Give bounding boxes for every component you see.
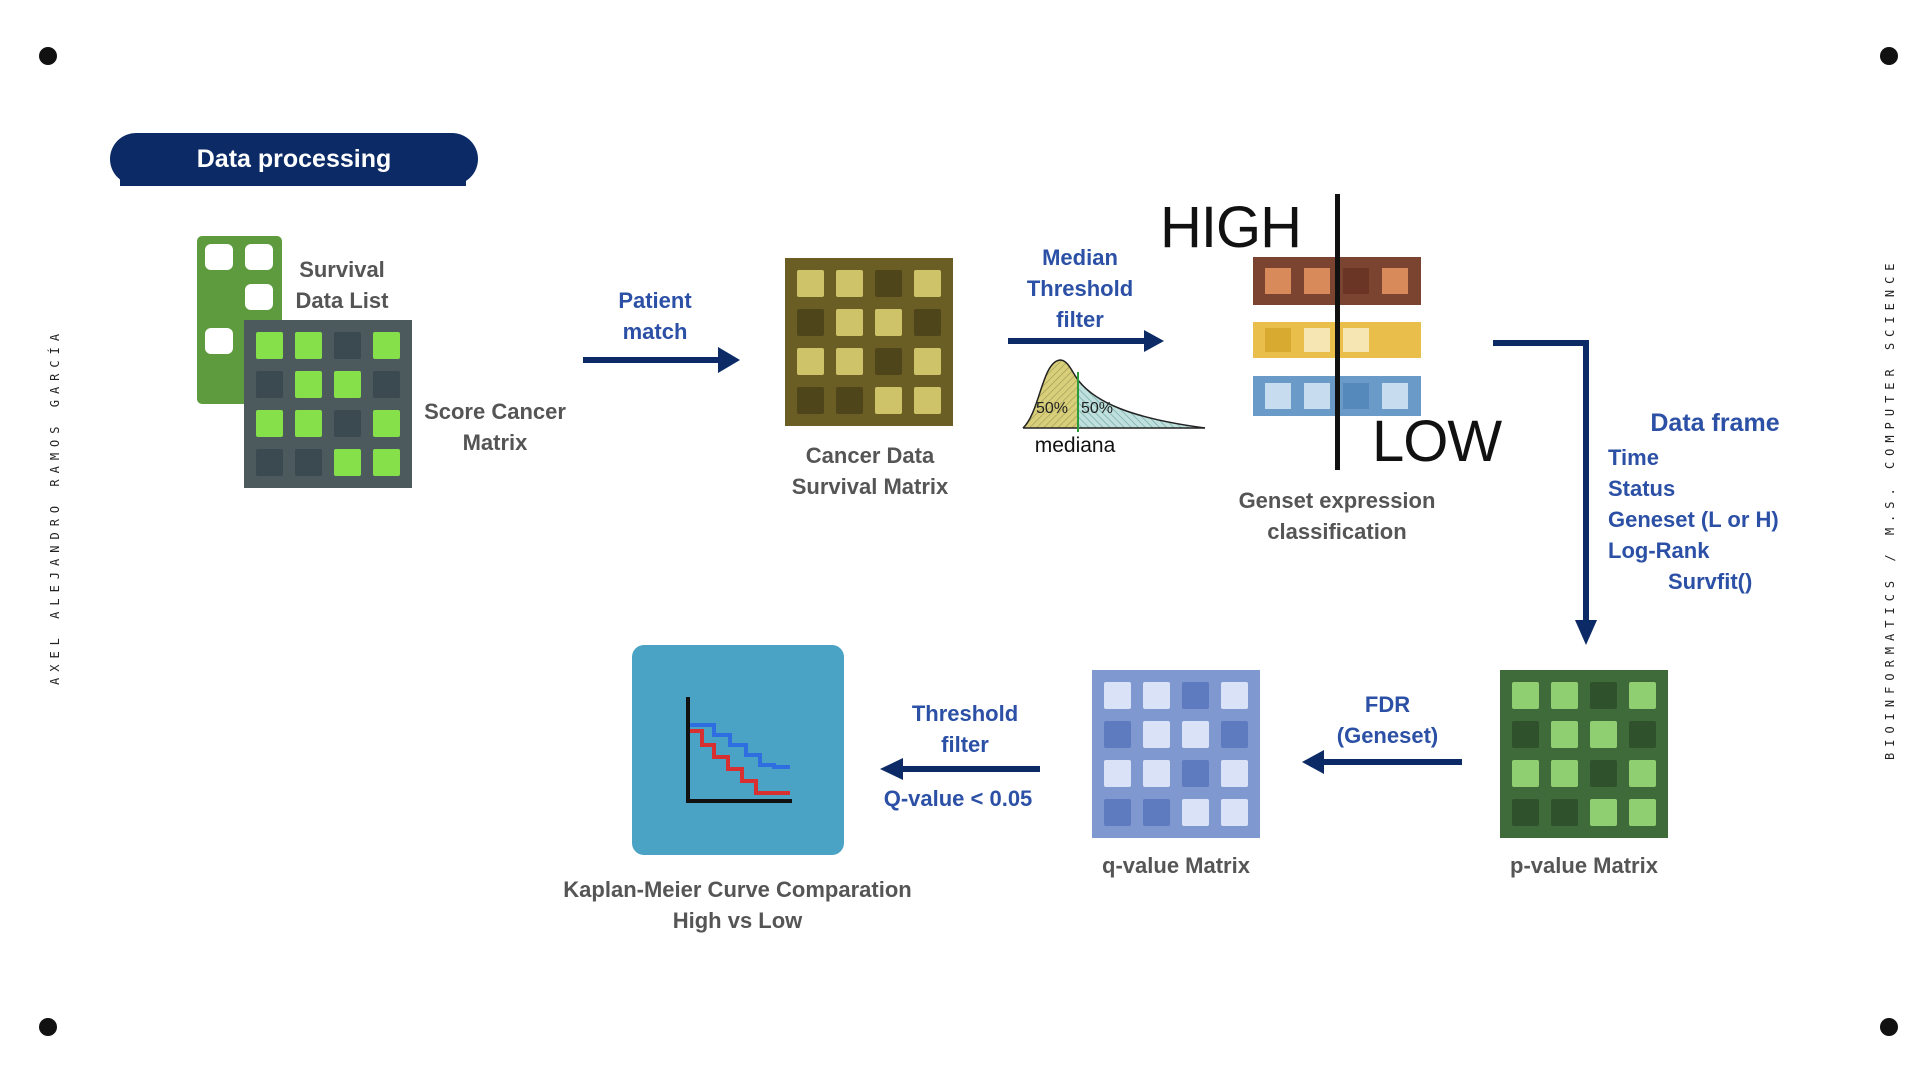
corner-dot-top-left [39,47,57,65]
threshold-label: Threshold filter [911,701,1019,757]
list-slot [245,284,273,310]
high-low-divider [1335,194,1340,470]
qvalue-threshold-note: Q-value < 0.05 [883,786,1033,811]
list-slot [205,328,233,354]
score-cancer-label: Score Cancer Matrix [424,399,566,455]
km-curve-icon [686,697,792,803]
arrow-patient-match [583,347,740,373]
median-threshold-label: Median Threshold filter [1026,245,1134,332]
pct-left: 50% [1036,400,1069,417]
corner-dot-bottom-left [39,1018,57,1036]
header-title: Data processing [196,144,392,173]
pct-right: 50% [1081,400,1114,417]
fdr-label: FDR (Geneset) [1336,692,1439,748]
score-cancer-matrix [244,320,412,488]
patient-match-label: Patient match [618,288,692,344]
corner-dot-top-right [1880,47,1898,65]
data-frame-items: Time Status Geneset (L or H) Log-Rank [1608,445,1779,563]
data-frame-survfit: Survfit() [1668,569,1753,594]
header-pill: Data processing [110,133,478,185]
arrow-to-pvalue [1493,340,1597,645]
genset-label: Genset expression classification [1238,488,1436,544]
cancer-survival-label: Cancer Data Survival Matrix [791,443,949,499]
corner-dot-bottom-right [1880,1018,1898,1036]
pvalue-label: p-value Matrix [1510,853,1658,878]
km-label: Kaplan-Meier Curve Comparation High vs L… [563,877,912,933]
arrow-fdr [1302,750,1462,774]
list-slot [245,244,273,270]
qvalue-matrix [1092,670,1260,838]
mediana-label: mediana [1034,434,1116,457]
median-distribution [1022,359,1206,432]
km-panel [632,645,844,855]
qvalue-label: q-value Matrix [1102,853,1250,878]
list-slot [205,244,233,270]
pvalue-matrix [1500,670,1668,838]
cancer-survival-matrix [785,258,953,426]
arrow-median-threshold [1008,330,1164,352]
arrow-threshold [880,758,1040,780]
high-label: HIGH [1160,195,1302,260]
low-label: LOW [1372,409,1502,474]
data-frame-title: Data frame [1650,409,1780,437]
survival-data-list-label: Survival Data List [295,257,389,313]
